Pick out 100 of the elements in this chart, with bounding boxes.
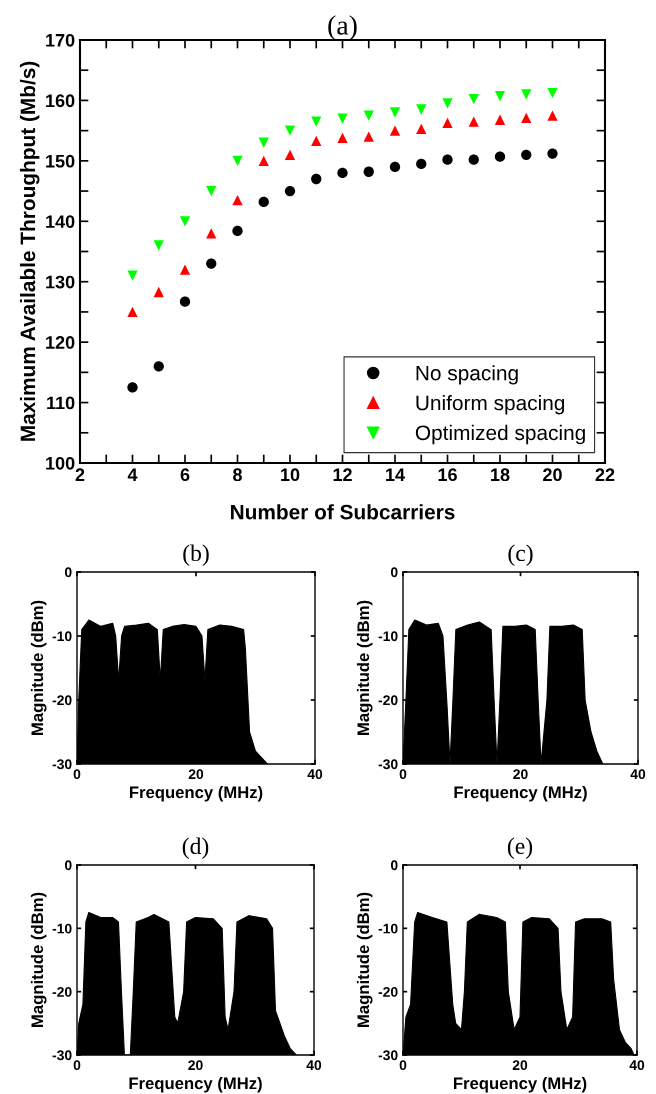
point (363, 131, 374, 142)
chart-title: (c) (508, 544, 533, 566)
x-tick-label: 8 (233, 468, 242, 482)
point (179, 296, 191, 307)
point (206, 228, 217, 239)
chart-title: (e) (507, 837, 533, 859)
point (179, 264, 191, 275)
point (442, 98, 453, 109)
x-axis-title: Number of Subcarriers (231, 504, 455, 520)
y-tick-label: -20 (378, 695, 398, 706)
x-tick-label: 20 (543, 468, 562, 482)
point (206, 258, 217, 269)
x-tick-label: 20 (512, 1060, 528, 1071)
point (389, 107, 401, 118)
legend-label: No spacing (416, 365, 518, 385)
point (547, 88, 558, 99)
x-axis-title: Frequency (MHz) (454, 785, 587, 802)
y-tick-label: 120 (46, 336, 75, 349)
x-tick-label: 20 (188, 769, 204, 780)
point (127, 306, 138, 318)
x-axis-title: Frequency (MHz) (129, 785, 263, 802)
point (389, 125, 401, 136)
point (284, 185, 296, 197)
point (153, 286, 164, 298)
point (521, 149, 532, 160)
chart-title: (a) (328, 15, 357, 41)
point (468, 116, 479, 127)
x-tick-label: 40 (630, 769, 646, 780)
x-tick-label: 40 (306, 1060, 322, 1071)
point (416, 123, 427, 134)
legend-label: Optimized spacing (415, 424, 585, 445)
point (311, 173, 322, 185)
point (153, 361, 164, 372)
point (468, 94, 479, 105)
point (153, 240, 164, 251)
point (468, 154, 479, 165)
point (416, 104, 427, 115)
y-axis-title: Maximum Available Throughput (Mb/s) (19, 61, 40, 441)
y-tick-label: 130 (46, 275, 75, 289)
point (521, 89, 532, 100)
y-tick-label: -20 (378, 987, 398, 997)
y-tick-label: -20 (52, 987, 72, 997)
point (363, 110, 374, 121)
x-tick-label: 18 (491, 468, 510, 482)
x-tick-label: 2 (75, 468, 85, 481)
x-axis-title: Frequency (MHz) (129, 1076, 262, 1093)
point (337, 132, 348, 144)
y-tick-label: 150 (46, 154, 75, 168)
x-tick-label: 20 (513, 769, 528, 780)
point (547, 110, 558, 121)
point (337, 167, 348, 179)
x-tick-label: 0 (399, 1060, 407, 1071)
y-tick-label: -10 (52, 923, 72, 934)
x-tick-label: 4 (127, 468, 138, 481)
y-axis-title: Magnitude (dBm) (30, 600, 47, 735)
point (547, 148, 558, 159)
point (494, 151, 506, 162)
point (127, 382, 138, 393)
x-tick-label: 16 (438, 468, 457, 482)
point (284, 149, 296, 160)
point (206, 185, 217, 197)
point (179, 216, 191, 227)
x-axis-title: Frequency (MHz) (453, 1076, 587, 1093)
chart-title: (d) (182, 837, 209, 859)
point (232, 194, 243, 206)
point (258, 155, 269, 167)
y-tick-label: 160 (46, 94, 75, 108)
y-axis-title: Magnitude (dBm) (30, 892, 47, 1027)
point (258, 196, 269, 208)
point (416, 158, 427, 170)
point (232, 225, 243, 237)
y-tick-label: 110 (47, 396, 75, 410)
point (494, 114, 506, 125)
point (127, 270, 138, 281)
point (337, 113, 348, 124)
y-tick-label: -30 (52, 759, 72, 770)
y-tick-label: 100 (46, 456, 75, 470)
y-axis-title: Magnitude (dBm) (356, 600, 373, 735)
y-tick-label: 140 (46, 215, 75, 229)
y-tick-label: -20 (52, 695, 72, 706)
y-tick-label: -10 (378, 923, 398, 934)
point (521, 112, 532, 124)
point (494, 91, 506, 102)
y-tick-label: 0 (64, 567, 72, 578)
chart-title: (b) (183, 544, 209, 566)
point (389, 161, 401, 173)
x-tick-label: 40 (307, 769, 323, 780)
y-tick-label: 170 (46, 33, 75, 47)
point (363, 166, 374, 177)
y-tick-label: -10 (52, 631, 72, 642)
x-tick-label: 0 (399, 769, 407, 780)
point (232, 155, 243, 167)
point (442, 117, 453, 128)
y-tick-label: 0 (64, 860, 72, 871)
point (442, 154, 453, 165)
point (311, 135, 322, 147)
y-tick-label: -30 (378, 759, 398, 770)
legend-label: Uniform spacing (416, 394, 565, 415)
x-tick-label: 22 (595, 468, 615, 481)
point (311, 116, 322, 127)
